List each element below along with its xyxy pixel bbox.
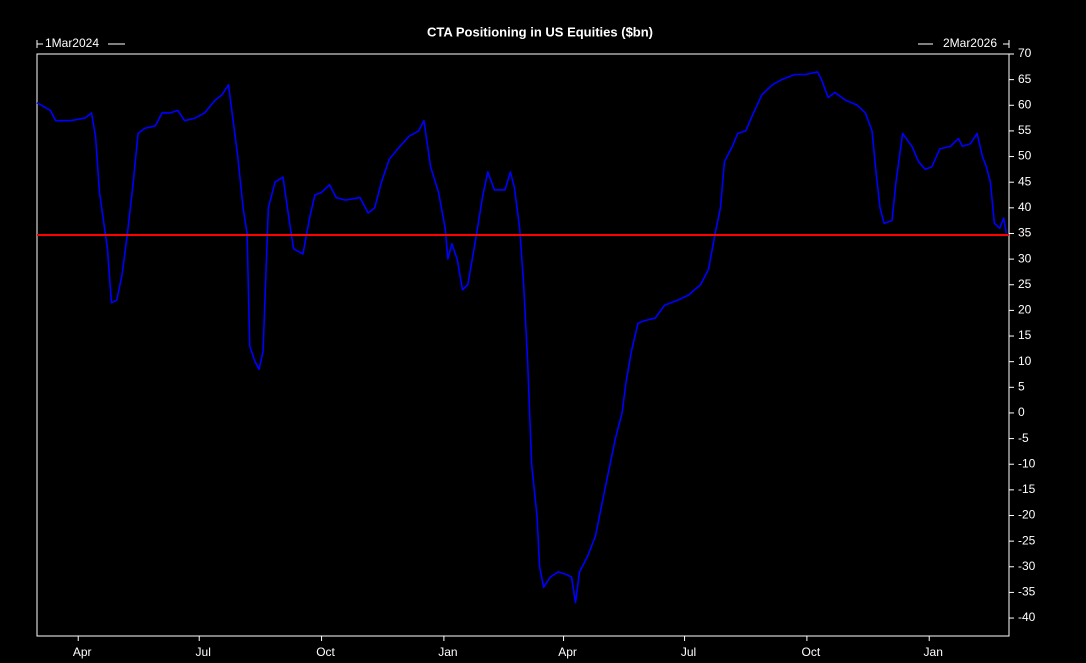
x-tick-label: Jul [681,645,696,659]
y-tick-label: 70 [1018,46,1032,60]
y-tick-label: 20 [1018,303,1032,317]
y-tick-label: 5 [1018,379,1025,393]
y-tick-label: 35 [1018,226,1032,240]
y-tick-label: 55 [1018,123,1032,137]
y-tick-label: 10 [1018,354,1032,368]
start-date-label: 1Mar2024 [45,36,99,50]
y-tick-label: -40 [1018,610,1036,624]
end-date-label: 2Mar2026 [943,36,997,50]
y-tick-label: 0 [1018,405,1025,419]
y-tick-label: -15 [1018,482,1036,496]
y-tick-label: -35 [1018,585,1036,599]
y-tick-label: -30 [1018,559,1036,573]
plot-frame [36,53,1010,637]
x-tick-label: Apr [558,645,577,659]
x-tick-label: Jan [924,645,943,659]
y-tick-label: 15 [1018,328,1032,342]
y-tick-label: 40 [1018,200,1032,214]
y-tick-label: 30 [1018,251,1032,265]
y-tick-label: -5 [1018,431,1029,445]
y-tick-label: 45 [1018,174,1032,188]
x-tick-label: Oct [316,645,335,659]
x-tick-label: Jan [438,645,457,659]
series-line [36,71,1008,604]
y-tick-label: -25 [1018,533,1036,547]
y-tick-label: 65 [1018,72,1032,86]
date-range-brackets [36,40,1010,48]
y-tick-label: 50 [1018,149,1032,163]
x-tick-label: Apr [73,645,92,659]
y-tick-label: 60 [1018,97,1032,111]
y-tick-label: 25 [1018,277,1032,291]
y-tick-label: -20 [1018,508,1036,522]
x-tick-label: Jul [196,645,211,659]
y-tick-label: -10 [1018,456,1036,470]
x-tick-label: Oct [802,645,821,659]
chart-title: CTA Positioning in US Equities ($bn) [427,24,653,39]
